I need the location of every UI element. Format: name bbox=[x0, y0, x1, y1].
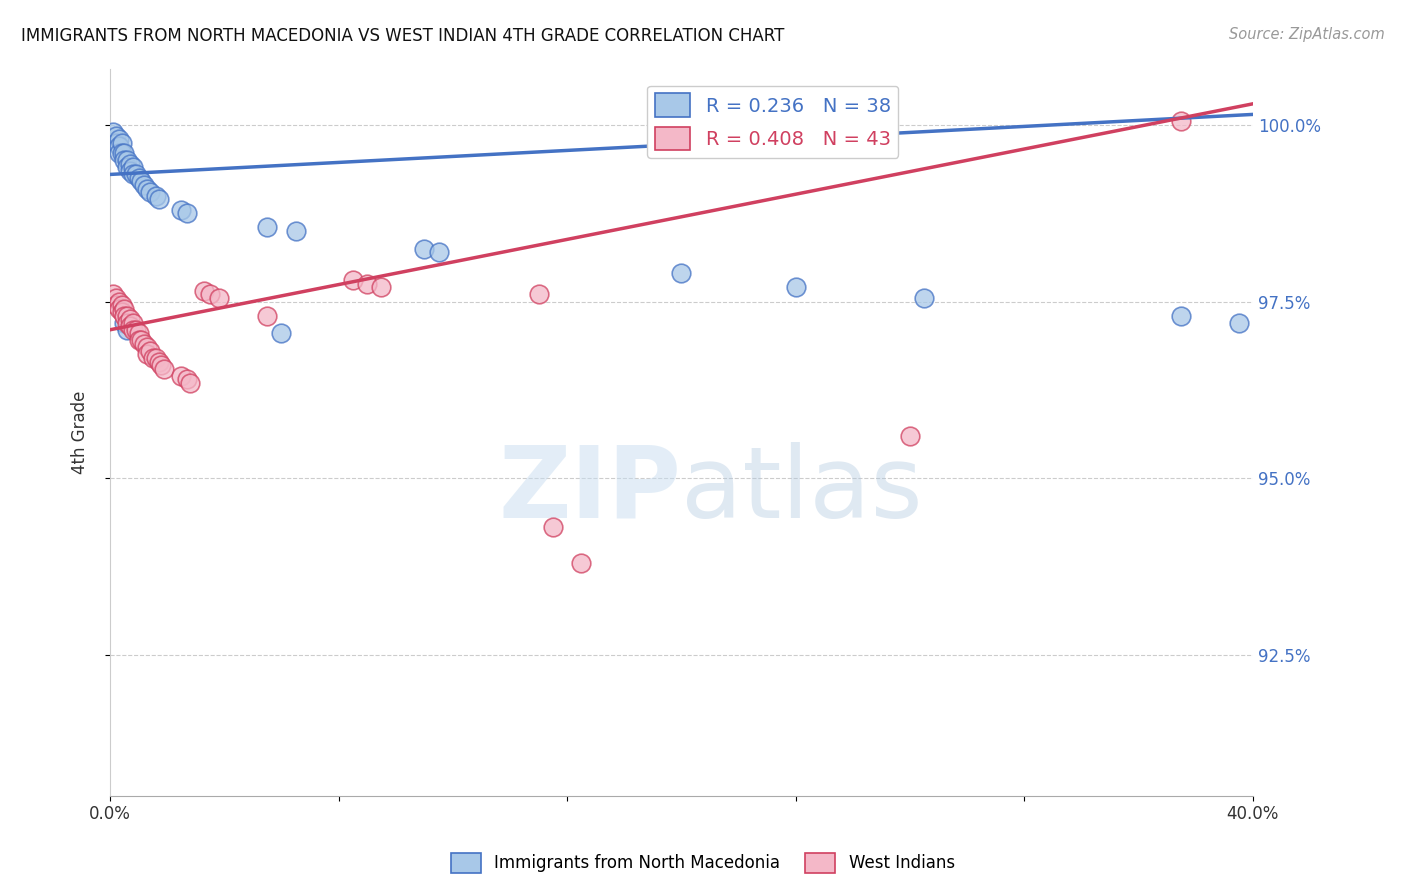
Point bbox=[104, 298, 127, 312]
Point bbox=[110, 146, 132, 161]
Point bbox=[112, 146, 135, 161]
Point bbox=[128, 171, 150, 186]
Point bbox=[110, 298, 132, 312]
Point bbox=[120, 312, 142, 326]
Point bbox=[208, 291, 231, 305]
Point bbox=[1170, 309, 1192, 323]
Point bbox=[413, 242, 436, 256]
Point bbox=[193, 284, 215, 298]
Point bbox=[176, 206, 198, 220]
Point bbox=[342, 273, 364, 287]
Point bbox=[101, 125, 124, 139]
Point bbox=[145, 351, 167, 365]
Point bbox=[145, 188, 167, 202]
Point bbox=[122, 161, 145, 175]
Point bbox=[101, 287, 124, 301]
Text: atlas: atlas bbox=[682, 442, 924, 539]
Point bbox=[104, 136, 127, 150]
Point bbox=[115, 161, 138, 175]
Point bbox=[115, 153, 138, 168]
Point bbox=[176, 372, 198, 386]
Text: IMMIGRANTS FROM NORTH MACEDONIA VS WEST INDIAN 4TH GRADE CORRELATION CHART: IMMIGRANTS FROM NORTH MACEDONIA VS WEST … bbox=[21, 27, 785, 45]
Point bbox=[125, 323, 148, 337]
Point bbox=[115, 323, 138, 337]
Point bbox=[898, 428, 921, 442]
Point bbox=[110, 136, 132, 150]
Point bbox=[107, 132, 129, 146]
Point bbox=[136, 347, 159, 361]
Point bbox=[284, 224, 307, 238]
Point bbox=[148, 192, 170, 206]
Point bbox=[179, 376, 201, 390]
Point bbox=[136, 181, 159, 195]
Point bbox=[541, 520, 564, 534]
Point bbox=[153, 361, 176, 376]
Point bbox=[139, 185, 162, 199]
Text: Source: ZipAtlas.com: Source: ZipAtlas.com bbox=[1229, 27, 1385, 42]
Point bbox=[104, 291, 127, 305]
Point bbox=[136, 340, 159, 354]
Point bbox=[270, 326, 292, 341]
Point bbox=[122, 168, 145, 182]
Point bbox=[1170, 114, 1192, 128]
Point bbox=[120, 157, 142, 171]
Point bbox=[1227, 316, 1250, 330]
Point bbox=[112, 309, 135, 323]
Point bbox=[125, 168, 148, 182]
Point bbox=[256, 309, 278, 323]
Point bbox=[120, 164, 142, 178]
Point bbox=[139, 343, 162, 358]
Point bbox=[198, 287, 221, 301]
Point bbox=[104, 128, 127, 143]
Legend: R = 0.236   N = 38, R = 0.408   N = 43: R = 0.236 N = 38, R = 0.408 N = 43 bbox=[647, 86, 898, 158]
Point bbox=[671, 266, 693, 280]
Point bbox=[128, 326, 150, 341]
Point bbox=[107, 139, 129, 153]
Point bbox=[112, 153, 135, 168]
Point bbox=[112, 301, 135, 316]
Point bbox=[122, 316, 145, 330]
Point bbox=[107, 301, 129, 316]
Point bbox=[356, 277, 378, 291]
Point bbox=[170, 202, 193, 217]
Point bbox=[115, 309, 138, 323]
Point bbox=[134, 178, 156, 192]
Point bbox=[150, 358, 173, 372]
Point bbox=[148, 354, 170, 368]
Point bbox=[571, 556, 593, 570]
Point bbox=[128, 334, 150, 348]
Point bbox=[107, 146, 129, 161]
Point bbox=[785, 280, 807, 294]
Point bbox=[107, 294, 129, 309]
Point bbox=[256, 220, 278, 235]
Point bbox=[131, 174, 153, 188]
Text: ZIP: ZIP bbox=[499, 442, 682, 539]
Point bbox=[115, 316, 138, 330]
Point bbox=[142, 351, 165, 365]
Y-axis label: 4th Grade: 4th Grade bbox=[72, 391, 89, 474]
Point bbox=[427, 245, 450, 260]
Legend: Immigrants from North Macedonia, West Indians: Immigrants from North Macedonia, West In… bbox=[444, 847, 962, 880]
Point bbox=[370, 280, 392, 294]
Point bbox=[527, 287, 550, 301]
Point bbox=[110, 305, 132, 319]
Point bbox=[134, 337, 156, 351]
Point bbox=[112, 316, 135, 330]
Point bbox=[912, 291, 935, 305]
Point bbox=[122, 323, 145, 337]
Point bbox=[131, 334, 153, 348]
Point bbox=[170, 368, 193, 383]
Point bbox=[120, 319, 142, 334]
